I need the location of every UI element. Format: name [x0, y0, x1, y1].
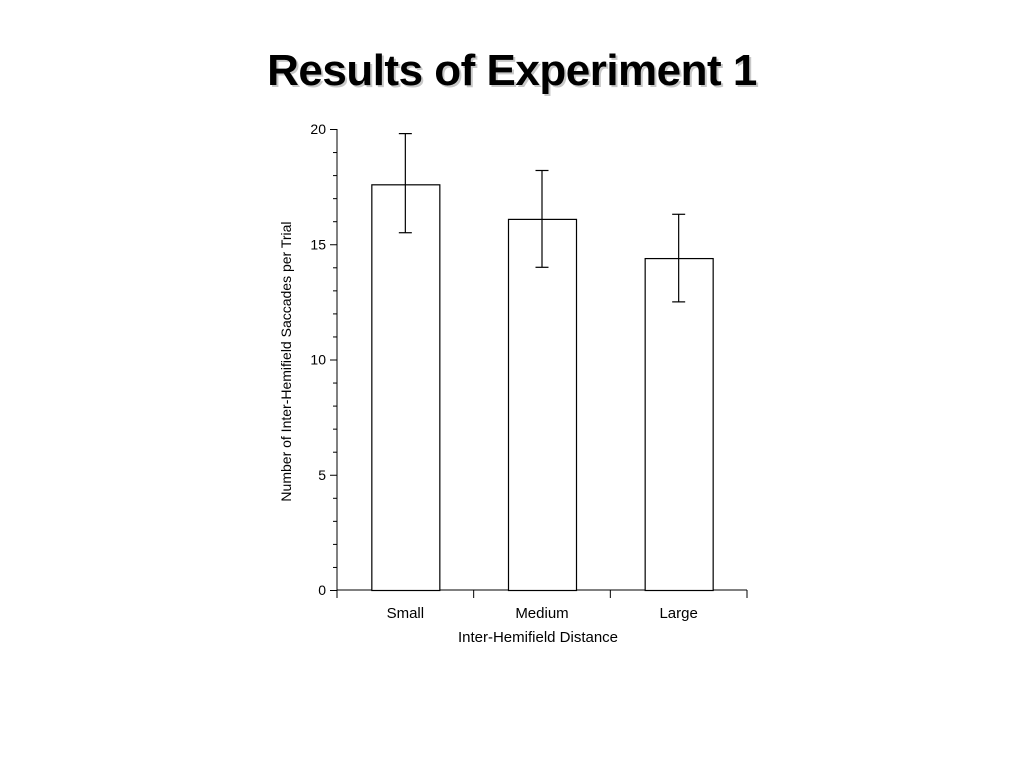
- chart-labels: 0 5 10 15 20 Small Medium Large Inter-Hemifield …: [278, 121, 698, 646]
- bar-small: [371, 184, 441, 592]
- x-axis-title: Inter-Hemifield Distance: [458, 629, 618, 646]
- x-tick-label: Large: [659, 605, 697, 622]
- x-tick-label: Small: [387, 605, 425, 622]
- bar-large: [644, 257, 714, 592]
- y-tick-label: 15: [310, 236, 326, 252]
- y-tick-label: 0: [318, 582, 326, 598]
- chart-bars: [371, 184, 714, 592]
- chart-error-bars: [398, 133, 686, 303]
- y-tick-label: 5: [318, 467, 326, 483]
- bar-medium: [507, 218, 578, 592]
- x-tick-label: Medium: [515, 605, 568, 622]
- y-axis-title: Number of Inter-Hemifield Saccades per T…: [278, 221, 294, 501]
- y-tick-label: 20: [310, 121, 326, 137]
- slide-title: Results of Experiment 1: [267, 46, 757, 95]
- y-tick-label: 10: [310, 352, 326, 368]
